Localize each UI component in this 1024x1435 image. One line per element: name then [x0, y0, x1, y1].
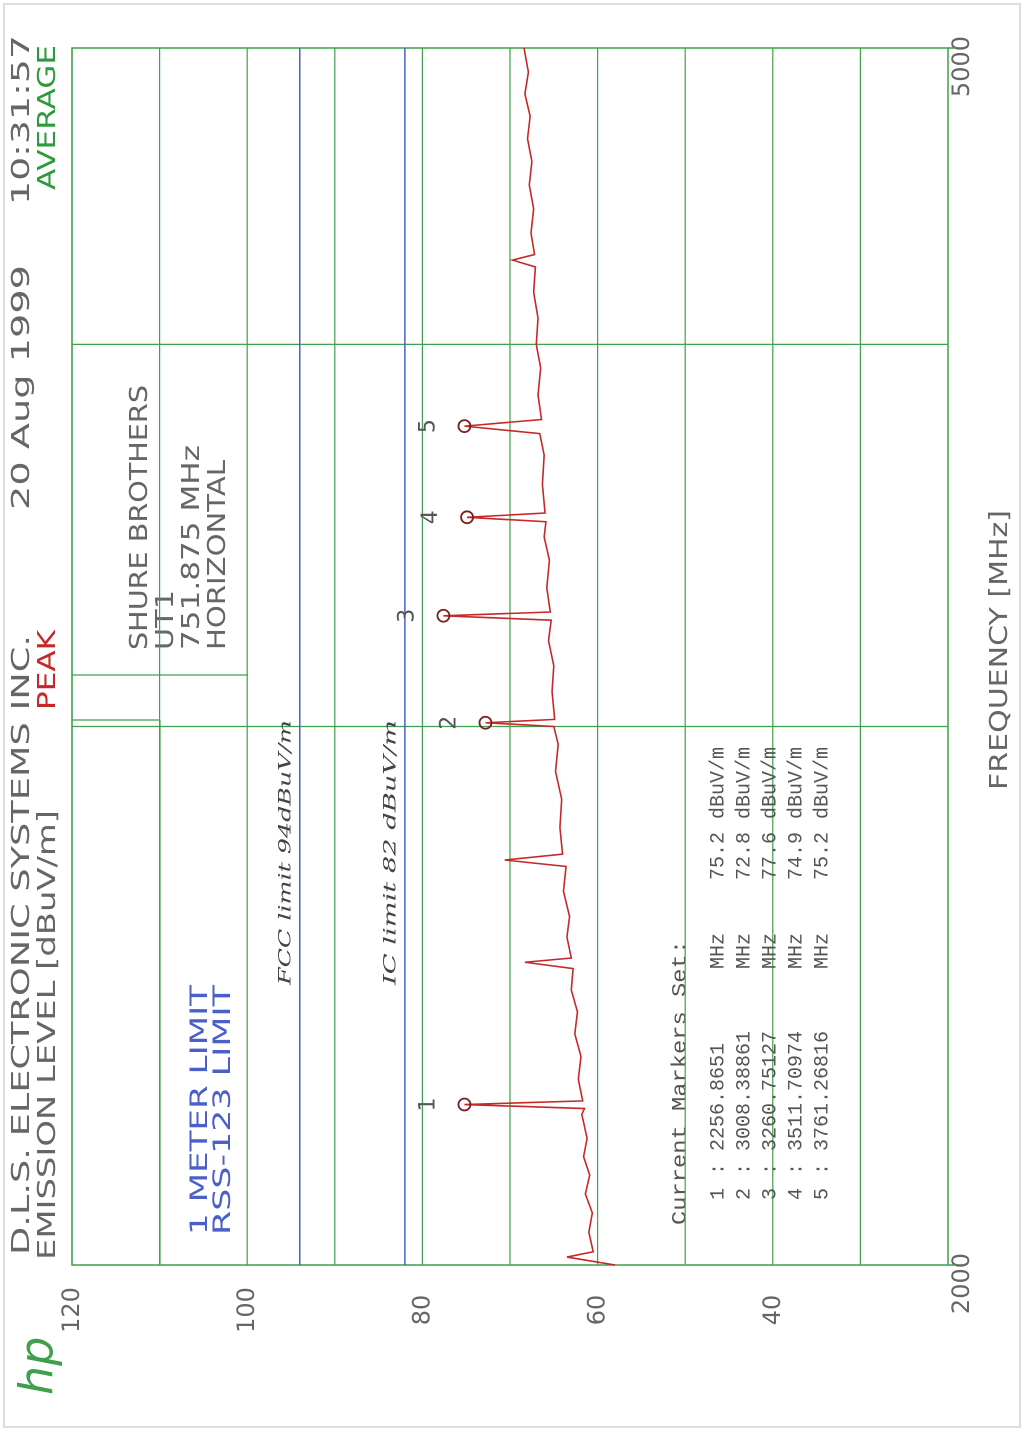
marker-row-freq: 3511.70974: [785, 1031, 808, 1151]
legend-average: AVERAGE: [32, 45, 61, 190]
marker-row-level-unit: dBuV/m: [733, 747, 756, 819]
limit-note: FCC limit 94dBuV/m: [275, 720, 295, 986]
y-tick-label: 40: [758, 1295, 786, 1326]
info-line: HORIZONTAL: [202, 460, 231, 650]
marker: [436, 608, 451, 623]
marker-row-freq-unit: MHz: [707, 933, 730, 969]
plot-sheet: hp D.L.S. ELECTRONIC SYSTEMS INC. 20 Aug…: [6, 35, 1013, 1395]
marker-row-level-unit: dBuV/m: [707, 747, 730, 819]
y-axis-title: EMISSION LEVEL [dBuV/m]: [32, 810, 61, 1260]
marker-row-sep: :: [785, 1163, 808, 1175]
marker-row-freq: 3008.38861: [733, 1031, 756, 1151]
limit-name: RSS-123 LIMIT: [208, 985, 236, 1235]
marker: [457, 419, 472, 434]
page-border: [3, 3, 1021, 1428]
limit-note: IC limit 82 dBuV/m: [380, 720, 400, 987]
marker-row-freq: 2256.8651: [707, 1043, 730, 1151]
marker-row-freq-unit: MHz: [759, 933, 782, 969]
chart-title: D.L.S. ELECTRONIC SYSTEMS INC.: [6, 635, 35, 1255]
logo: hp: [10, 1337, 64, 1395]
marker-row-label: 4: [785, 1188, 808, 1200]
legend-peak: PEAK: [32, 629, 61, 710]
marker-row-level: 75.2: [707, 832, 730, 880]
marker-row-level: 75.2: [811, 832, 834, 880]
info-line: SHURE BROTHERS: [124, 385, 153, 650]
date: 20 Aug 1999: [6, 265, 35, 510]
marker: [457, 1097, 472, 1112]
marker-row-sep: :: [733, 1163, 756, 1175]
marker-label: 2: [436, 716, 461, 730]
marker-row-level: 72.8: [733, 832, 756, 880]
time: 10:31:57: [6, 35, 35, 205]
marker-row-sep: :: [759, 1163, 782, 1175]
marker-row-level: 74.9: [785, 832, 808, 880]
marker: [478, 715, 493, 730]
y-tick-label: 120: [57, 1287, 85, 1333]
marker-row-freq: 3260.75127: [759, 1031, 782, 1151]
marker-label: 3: [394, 609, 419, 623]
marker-row-level-unit: dBuV/m: [811, 747, 834, 819]
x-tick-label: 5000: [947, 36, 975, 97]
marker-row-freq-unit: MHz: [733, 933, 756, 969]
limit-name: 1 METER LIMIT: [185, 985, 213, 1235]
marker-row-label: 5: [811, 1188, 834, 1200]
markers-title: Current Markers Set:: [669, 940, 692, 1225]
marker-row-level: 77.6: [759, 832, 782, 880]
marker-row-freq-unit: MHz: [785, 933, 808, 969]
marker-row-freq: 3761.26816: [811, 1031, 834, 1151]
trace-line: [443, 47, 616, 1266]
x-tick-label: 2000: [947, 1253, 975, 1314]
marker: [460, 510, 474, 525]
info-line: UT1: [150, 590, 179, 650]
marker-row-label: 2: [733, 1188, 756, 1200]
marker-row-level-unit: dBuV/m: [759, 747, 782, 819]
x-axis-title: FREQUENCY [MHz]: [984, 510, 1013, 790]
marker-label: 1: [415, 1098, 440, 1112]
marker-row-sep: :: [707, 1163, 730, 1175]
marker-row-label: 1: [707, 1188, 730, 1200]
y-tick-label: 80: [407, 1295, 435, 1326]
marker-row-freq-unit: MHz: [811, 933, 834, 969]
y-tick-label: 60: [583, 1295, 611, 1326]
marker-row-level-unit: dBuV/m: [785, 747, 808, 819]
info-line: 751.875 MHz: [176, 445, 205, 650]
marker-row-label: 3: [759, 1188, 782, 1200]
y-tick-label: 100: [232, 1287, 260, 1333]
marker-label: 4: [418, 510, 443, 524]
marker-label: 5: [415, 419, 440, 433]
marker-row-sep: :: [811, 1163, 834, 1175]
